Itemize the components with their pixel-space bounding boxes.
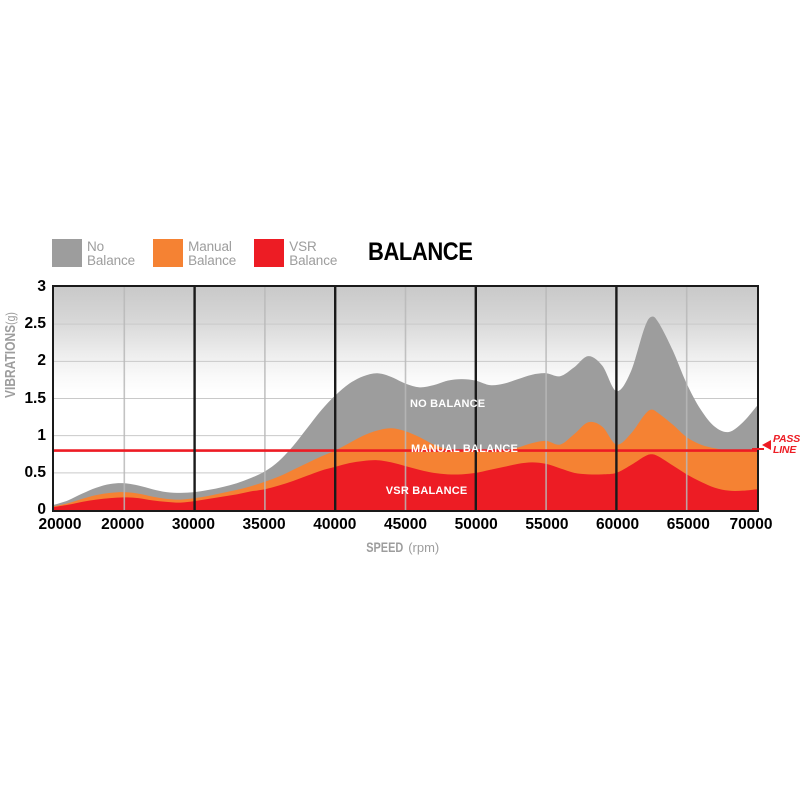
y-axis-tick-label: 1.5 <box>24 389 46 407</box>
x-axis-label-text: SPEED <box>365 539 403 555</box>
arrow-left-icon <box>762 440 771 450</box>
y-axis-tick-label: 0 <box>37 501 46 518</box>
pass-line-connector <box>752 448 764 450</box>
legend-label-no-balance: No Balance <box>87 239 136 268</box>
x-axis-tick-label: 55000 <box>525 516 569 533</box>
x-axis-tick-label: 65000 <box>666 516 710 533</box>
legend-swatch-vsr-balance <box>254 239 285 267</box>
y-axis-tick-label: 3 <box>37 278 46 295</box>
legend-label-vsr-balance: VSR Balance <box>289 239 338 268</box>
x-axis-tick-label: 40000 <box>313 516 357 533</box>
x-axis-ticks: 20000 20000 30000 35000 40000 45000 50000 55000… <box>0 516 800 538</box>
chart-legend: No Balance Manual Balance VSR Balance <box>52 239 355 273</box>
x-axis-tick-label: 45000 <box>383 516 428 533</box>
legend-item-manual-balance: Manual Balance <box>153 239 236 267</box>
y-axis-tick-label: 2.5 <box>24 315 46 333</box>
y-axis-ticks: 0 0.5 1 1.5 2 2.5 3 <box>0 278 800 518</box>
legend-swatch-no-balance <box>52 239 82 267</box>
pass-line-annotation: PASS LINE <box>762 434 800 456</box>
y-axis-tick-label: 1 <box>37 426 46 444</box>
x-axis-tick-label: 70000 <box>729 516 773 533</box>
x-axis-tick-label: 20000 <box>101 516 145 533</box>
y-axis-tick-label: 2 <box>37 352 46 370</box>
legend-label-manual-balance: Manual Balance <box>188 239 237 268</box>
chart-title: BALANCE <box>368 238 473 266</box>
vertical-gridlines-minor <box>123 287 688 510</box>
x-axis-tick-label: 35000 <box>242 516 286 533</box>
x-axis-label: SPEED (rpm) <box>0 539 800 555</box>
chart-canvas <box>54 287 757 510</box>
plot-area <box>52 285 759 512</box>
pass-line-label: PASS LINE <box>773 433 800 456</box>
legend-swatch-manual-balance <box>153 239 184 267</box>
x-axis-label-unit: (rpm) <box>408 540 440 555</box>
legend-item-vsr-balance: VSR Balance <box>254 239 337 267</box>
x-axis-tick-label: 60000 <box>596 516 640 533</box>
plot-area-wrapper: NO BALANCE MANUAL BALANCE VSR BALANCE <box>52 285 759 512</box>
vertical-dividers-major <box>193 287 618 510</box>
legend-item-no-balance: No Balance <box>52 239 135 267</box>
y-axis-tick-label: 0.5 <box>24 463 46 481</box>
x-axis-tick-label: 30000 <box>171 516 215 533</box>
x-axis-tick-label: 20000 <box>38 516 82 533</box>
x-axis-tick-label: 50000 <box>454 516 498 533</box>
